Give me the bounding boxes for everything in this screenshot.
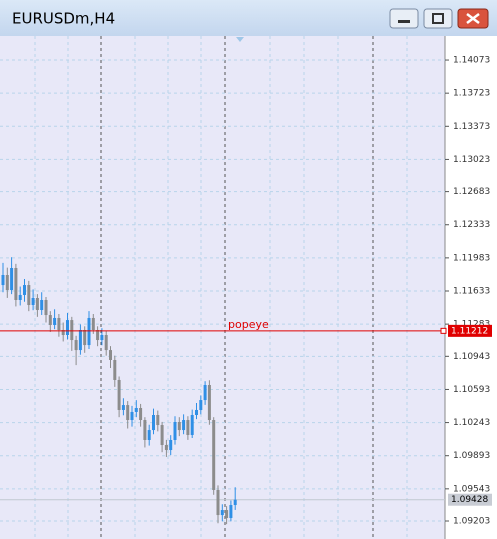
candle-body [164,445,168,451]
candle-body [40,299,44,311]
candle-body [100,335,104,341]
candle-body [147,430,151,440]
candle-body [96,330,100,341]
price-label: 1.11212 [451,326,488,336]
candle-body [23,285,26,295]
candle-body [203,384,207,401]
candle-body [220,510,224,516]
line-label: popeye [228,318,269,331]
candle-body [134,407,138,412]
y-tick-label: 1.14073 [453,56,490,66]
minimize-icon [398,20,410,23]
y-tick-label: 1.09893 [453,451,490,461]
candle-body [117,379,121,410]
y-tick-label: 1.13373 [453,122,490,132]
candle-body [44,299,48,316]
candle-body [169,439,173,451]
candle-body [27,285,31,306]
price-label-box [448,324,492,337]
candle-body [10,268,14,291]
candle-body [186,420,190,435]
plot-area [0,36,445,539]
candle-body [233,499,237,506]
candle-body [35,298,39,311]
candle-body [207,384,211,421]
candle-body [31,298,35,306]
candle-body [70,320,74,341]
candle-body [121,405,125,410]
maximize-button[interactable] [423,8,453,29]
candle-body [139,407,143,421]
candle-body [143,420,147,440]
close-icon [466,13,480,24]
candle-body [156,415,160,426]
y-tick-label: 1.11633 [453,287,490,297]
candle-body [130,411,134,421]
candle-body [61,330,65,336]
candle-body [113,360,117,380]
candle-body [152,415,155,431]
shift-marker [236,37,244,42]
candle-body [5,275,9,291]
candle-body [18,294,22,300]
candle-body [78,330,82,351]
candle-body [66,320,69,336]
y-tick-label: 1.13723 [453,89,490,99]
candle-body [83,330,87,346]
candle-body [177,422,181,431]
y-tick-label: 1.09543 [453,484,490,494]
candle-body [87,317,91,346]
candle-body [160,425,164,446]
candle-body [1,275,5,286]
candle-body [173,422,177,440]
window-title: EURUSDm,H4 [12,10,115,28]
y-tick-label: 1.11283 [453,320,490,330]
y-tick-label: 1.09203 [453,517,490,527]
candle-body [190,415,194,435]
candle-body [109,350,112,361]
candle-body [53,317,57,325]
candle-body [229,505,233,518]
candle-body [57,317,61,331]
candle-body [216,489,220,516]
candle-body [126,405,130,421]
bid-label: 1.09428 [451,495,488,505]
candle-body [195,409,198,416]
bid-label-box [448,493,492,506]
candle-body [91,317,95,331]
y-tick-label: 1.10243 [453,418,490,428]
y-tick-label: 1.12683 [453,187,490,197]
candle-body [48,315,52,325]
line-handle [440,327,447,334]
candle-body [74,340,78,351]
candle-body [182,420,186,431]
y-tick-label: 1.11983 [453,253,490,263]
y-tick-label: 1.13023 [453,155,490,165]
y-tick-label: 1.12333 [453,220,490,230]
candle-body [14,268,18,300]
candle-body [212,420,216,490]
price-axis [445,36,497,539]
candle-body [225,510,229,518]
maximize-icon [432,13,444,24]
y-tick-label: 1.10943 [453,352,490,362]
candle-body [199,400,203,410]
y-tick-label: 1.10593 [453,385,490,395]
candle-body [104,335,108,351]
minimize-button[interactable] [389,8,419,29]
